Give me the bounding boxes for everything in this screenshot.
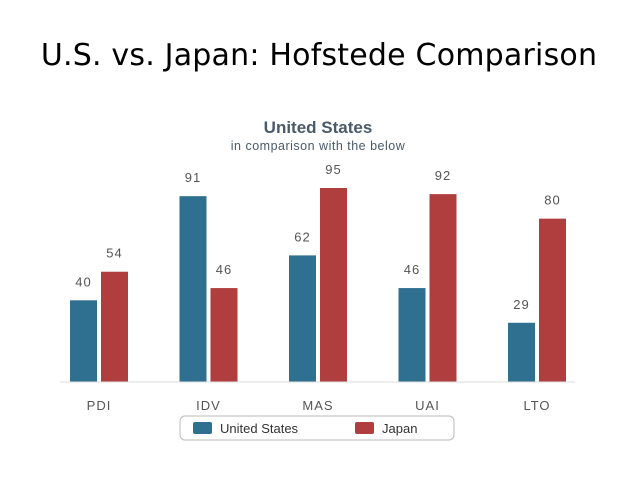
bar-japan-idv (210, 288, 238, 382)
slide-title: U.S. vs. Japan: Hofstede Comparison (40, 38, 598, 73)
value-label-japan-uai: 92 (435, 168, 451, 183)
chart-title: United States (264, 118, 373, 137)
value-label-united-states-idv: 91 (185, 170, 201, 185)
value-label-japan-idv: 46 (216, 262, 232, 277)
value-label-japan-lto: 80 (544, 193, 560, 208)
bar-united-states-pdi (70, 300, 97, 382)
bar-united-states-uai (398, 288, 426, 382)
bar-japan-mas (320, 188, 347, 382)
legend-label-japan: Japan (382, 421, 417, 436)
x-tick-uai: UAI (415, 398, 440, 413)
value-label-united-states-uai: 46 (404, 262, 420, 277)
value-label-japan-mas: 95 (325, 162, 341, 177)
legend-swatch-united-states (193, 422, 212, 434)
legend: United States Japan (179, 415, 455, 441)
chart-subtitle: in comparison with the below (231, 139, 406, 153)
legend-swatch-japan (355, 422, 374, 434)
x-tick-idv: IDV (196, 398, 221, 413)
x-tick-pdi: PDI (87, 398, 112, 413)
value-label-united-states-mas: 62 (294, 229, 310, 244)
x-tick-labels: PDI IDV MAS UAI LTO (87, 398, 550, 413)
value-label-japan-pdi: 54 (106, 246, 122, 261)
bar-united-states-mas (289, 255, 316, 382)
bars-group: 40 54 91 46 62 95 46 92 29 80 (70, 162, 566, 382)
legend-label-united-states: United States (220, 421, 299, 436)
bar-united-states-idv (179, 196, 207, 382)
bar-japan-uai (429, 194, 457, 382)
x-tick-lto: LTO (523, 398, 550, 413)
bar-japan-lto (539, 218, 566, 382)
value-label-united-states-lto: 29 (513, 297, 529, 312)
bar-japan-pdi (101, 271, 128, 382)
value-label-united-states-pdi: 40 (75, 274, 91, 289)
x-tick-mas: MAS (302, 398, 333, 413)
legend-box (179, 415, 455, 441)
bar-united-states-lto (508, 322, 535, 382)
